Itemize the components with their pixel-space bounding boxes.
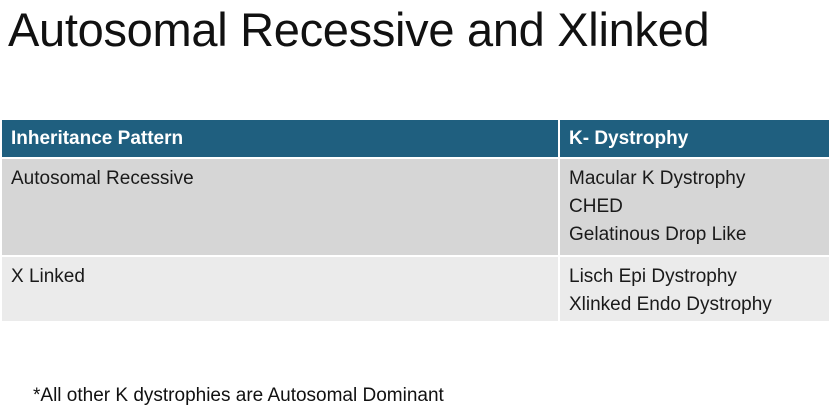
table-row: X Linked Lisch Epi Dystrophy Xlinked End… xyxy=(2,256,829,323)
footnote: *All other K dystrophies are Autosomal D… xyxy=(33,385,444,406)
inheritance-pattern-cell: X Linked xyxy=(2,256,560,323)
dystrophy-item: Lisch Epi Dystrophy xyxy=(569,266,737,287)
inheritance-table: Inheritance Pattern K- Dystrophy Autosom… xyxy=(2,120,829,323)
slide-title: Autosomal Recessive and Xlinked xyxy=(8,3,710,56)
table-header-row: Inheritance Pattern K- Dystrophy xyxy=(2,120,829,159)
dystrophy-item: Gelatinous Drop Like xyxy=(569,224,747,245)
k-dystrophy-cell: Lisch Epi Dystrophy Xlinked Endo Dystrop… xyxy=(559,256,829,323)
dystrophy-item: Macular K Dystrophy xyxy=(569,168,746,189)
table-row: Autosomal Recessive Macular K Dystrophy … xyxy=(2,158,829,257)
dystrophy-item: Xlinked Endo Dystrophy xyxy=(569,294,772,315)
inheritance-pattern-cell: Autosomal Recessive xyxy=(2,158,560,257)
column-header-k-dystrophy: K- Dystrophy xyxy=(559,120,829,159)
k-dystrophy-cell: Macular K Dystrophy CHED Gelatinous Drop… xyxy=(559,158,829,257)
dystrophy-item: CHED xyxy=(569,196,623,217)
column-header-inheritance-pattern: Inheritance Pattern xyxy=(2,120,560,159)
